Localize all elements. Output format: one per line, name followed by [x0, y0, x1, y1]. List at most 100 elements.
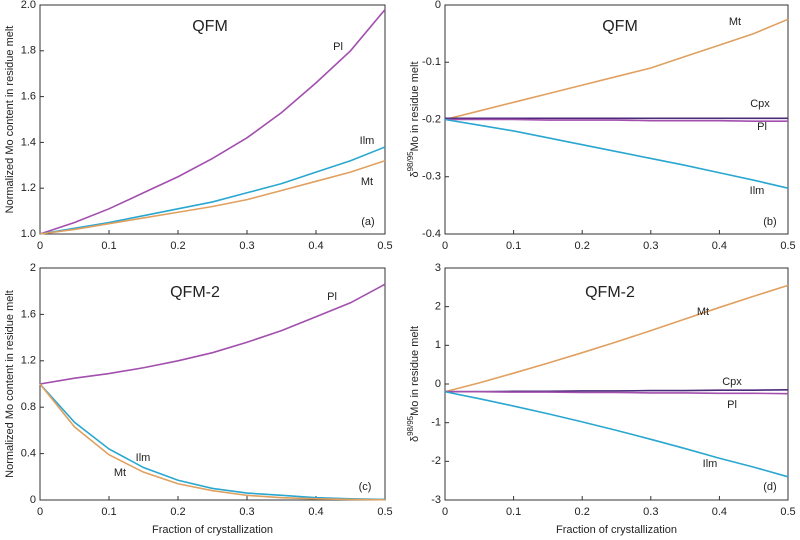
series-label: Mt — [361, 176, 373, 188]
y-tick-label: 1.2 — [21, 182, 36, 194]
x-tick-label: 0 — [442, 240, 448, 252]
y-tick-label: -0.1 — [422, 56, 441, 68]
x-tick-label: 0.1 — [101, 506, 116, 518]
series-line — [444, 18, 789, 121]
series-label: Pl — [727, 399, 737, 411]
y-axis-label-part: 98/95 — [406, 151, 415, 172]
series-line — [39, 9, 386, 235]
y-tick-label: -0.4 — [422, 228, 441, 240]
y-tick-label: 0 — [30, 494, 36, 506]
series-line — [444, 284, 789, 393]
series-label: Ilm — [703, 458, 718, 470]
x-tick-label: 0.2 — [575, 240, 590, 252]
panel-title: QFM — [602, 18, 638, 35]
y-tick-label: 2 — [30, 262, 36, 274]
panel: 0 0.1 0.2 0.3 0.4 0.5 1.0 1.2 1.4 1.6 1.8 2.0 Normal… — [4, 0, 393, 252]
x-tick-label: 0.3 — [239, 506, 254, 518]
series-line — [39, 283, 386, 385]
y-tick-label: 1.2 — [21, 355, 36, 367]
x-tick-label: 0.4 — [712, 506, 727, 518]
panel-label: (b) — [763, 216, 776, 228]
x-tick-label: 0.1 — [101, 240, 116, 252]
y-axis-label-part: 98/95 — [406, 415, 415, 436]
y-axis-label-part: δ — [409, 436, 421, 442]
y-tick-label: 2.0 — [21, 0, 36, 11]
panel: 0 0.1 0.2 0.3 0.4 0.5 -3 -2 -1 0 1 2 3 δ98/95Mo in re… — [406, 262, 796, 536]
series-line — [39, 159, 386, 235]
series-label: Cpx — [750, 98, 770, 110]
y-tick-label: -0.3 — [422, 171, 441, 183]
x-tick-label: 0.5 — [377, 506, 392, 518]
series-label: Cpx — [722, 376, 742, 388]
x-tick-label: 0.1 — [506, 240, 521, 252]
series-label: Mt — [697, 306, 709, 318]
y-tick-label: 1.0 — [21, 228, 36, 240]
panel-title: QFM — [192, 18, 228, 35]
series-label: Mt — [729, 16, 741, 28]
panel-label: (c) — [359, 481, 372, 493]
series-label: Pl — [757, 121, 767, 133]
series-line — [444, 390, 789, 478]
y-tick-label: 1.8 — [21, 45, 36, 57]
y-tick-label: 0 — [435, 0, 441, 11]
panel: 0 0.1 0.2 0.3 0.4 0.5-0.4-0.3-0.2-0.10δ98/95M… — [406, 0, 796, 252]
y-tick-label: 0.8 — [21, 401, 36, 413]
x-tick-label: 0.5 — [780, 240, 795, 252]
x-tick-label: 0 — [37, 240, 43, 252]
x-tick-label: 0.3 — [239, 240, 254, 252]
series-line — [444, 118, 789, 189]
series-line — [39, 383, 386, 501]
y-tick-label: -2 — [431, 455, 441, 467]
y-axis-label: Normalized Mo content in residue melt — [4, 26, 16, 214]
series-label: Ilm — [750, 185, 765, 197]
x-axis-label: Fraction of crystallization — [152, 524, 273, 536]
x-tick-label: 0 — [37, 506, 43, 518]
x-tick-label: 0.4 — [308, 506, 323, 518]
y-axis-label: δ98/95Mo in residue melt — [406, 61, 421, 177]
x-axis-label: Fraction of crystallization — [556, 524, 677, 536]
y-tick-label: -3 — [431, 494, 441, 506]
plot-frame — [39, 4, 386, 235]
x-tick-label: 0.3 — [643, 506, 658, 518]
y-tick-label: 1.6 — [21, 91, 36, 103]
series-label: Pl — [327, 291, 337, 303]
x-tick-label: 0.4 — [712, 240, 727, 252]
x-tick-label: 0.2 — [170, 506, 185, 518]
series-label: Pl — [333, 41, 343, 53]
panel-label: (a) — [361, 216, 374, 228]
y-axis-label: Normalized Mo content in residue melt — [4, 290, 16, 478]
panel-title: QFM-2 — [170, 284, 220, 301]
series-label: Ilm — [136, 452, 151, 464]
y-axis-label-part: Mo in residue melt — [409, 61, 421, 151]
y-tick-label: -0.2 — [422, 113, 441, 125]
y-tick-label: 0 — [435, 378, 441, 390]
y-tick-label: -1 — [431, 417, 441, 429]
x-tick-label: 0.2 — [575, 506, 590, 518]
x-tick-label: 0.3 — [643, 240, 658, 252]
x-tick-label: 0.5 — [377, 240, 392, 252]
panel-label: (d) — [763, 481, 776, 493]
y-tick-label: 2 — [435, 301, 441, 313]
y-tick-label: 0.4 — [21, 448, 36, 460]
series-line — [39, 383, 386, 501]
series-line — [445, 390, 789, 395]
x-tick-label: 0 — [442, 506, 448, 518]
y-tick-label: 1 — [435, 339, 441, 351]
y-axis-label-part: Mo in residue melt — [409, 326, 421, 416]
series-label: Ilm — [360, 135, 375, 147]
series-line — [39, 146, 386, 235]
series-line — [445, 118, 788, 123]
y-tick-label: 1.6 — [21, 308, 36, 320]
x-tick-label: 0.4 — [308, 240, 323, 252]
panel: 0 0.1 0.2 0.3 0.4 0.5 0 0.4 0.8 1.2 1.6 2 Normalized… — [4, 262, 393, 536]
y-axis-label-part: δ — [409, 171, 421, 177]
series-label: Mt — [114, 467, 126, 479]
x-tick-label: 0.1 — [506, 506, 521, 518]
x-tick-label: 0.5 — [780, 506, 795, 518]
y-tick-label: 3 — [435, 262, 441, 274]
y-tick-label: 1.4 — [21, 136, 36, 148]
y-axis-label: δ98/95Mo in residue melt — [406, 326, 421, 442]
panel-title: QFM-2 — [585, 284, 635, 301]
x-tick-label: 0.2 — [170, 240, 185, 252]
